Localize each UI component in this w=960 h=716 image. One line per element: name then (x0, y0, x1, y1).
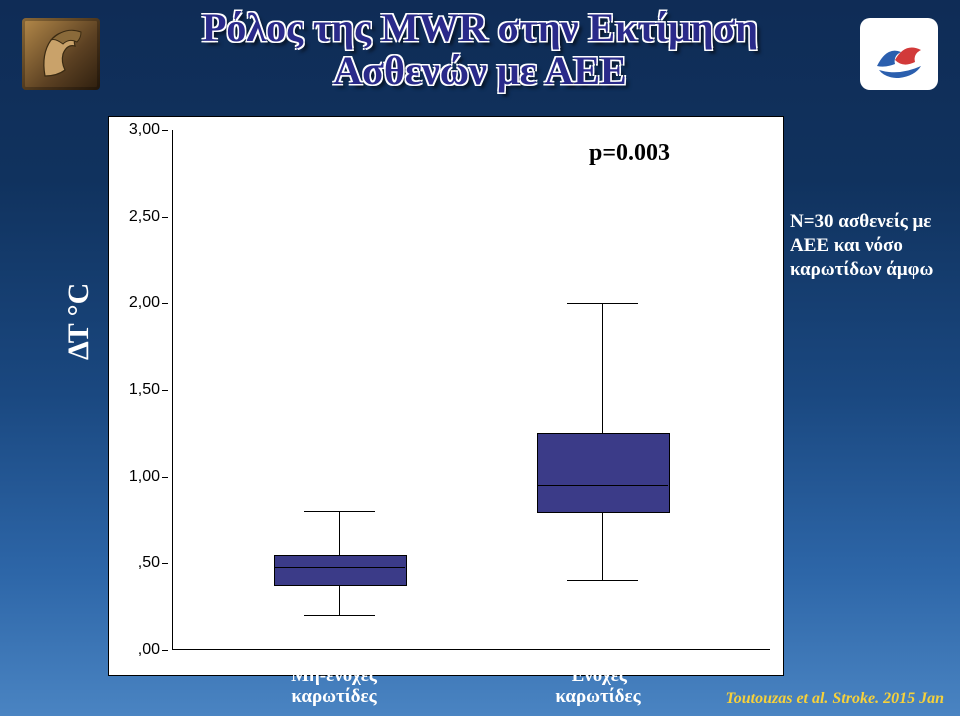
whisker-upper (602, 303, 603, 433)
y-tick-mark (162, 477, 168, 478)
side-note: N=30 ασθενείς με ΑΕΕ και νόσο καρωτίδων … (790, 210, 940, 281)
y-tick-label: 2,00 (129, 294, 160, 312)
y-axis-label: ΔΤ °C (62, 283, 96, 360)
y-tick-label: 2,50 (129, 208, 160, 226)
y-ticks-container: ,00,501,001,502,002,503,00 (108, 130, 168, 650)
y-tick-mark (162, 130, 168, 131)
y-tick-mark (162, 390, 168, 391)
x-labels-row: Μη-ένοχες καρωτίδες Ένοχες καρωτίδες (108, 666, 784, 712)
y-tick-label: ,00 (138, 641, 160, 659)
median-line (537, 485, 669, 486)
citation: Toutouzas et al. Stroke. 2015 Jan (725, 690, 944, 708)
boxplot-group (172, 130, 770, 650)
whisker-cap-top (567, 303, 639, 304)
y-tick-mark (162, 303, 168, 304)
y-tick-label: 1,50 (129, 381, 160, 399)
box-rect (537, 433, 671, 513)
slide-title: Ρόλος της MWR στην Εκτίμηση Ασθενών με Α… (0, 6, 960, 92)
slide-root: Ρόλος της MWR στην Εκτίμηση Ασθενών με Α… (0, 0, 960, 716)
whisker-cap-bottom (567, 580, 639, 581)
y-tick-label: 3,00 (129, 121, 160, 139)
y-tick-mark (162, 217, 168, 218)
y-tick-mark (162, 650, 168, 651)
title-line-2: Ασθενών με ΑΕΕ (333, 48, 626, 93)
y-tick-label: ,50 (138, 554, 160, 572)
whisker-lower (602, 511, 603, 580)
y-tick-mark (162, 563, 168, 564)
plot-area: p=0.003 (172, 130, 770, 650)
chart-frame: ,00 ,50 1,00 1,50 2,00 2,50 3,00 p=0.003 (108, 116, 784, 676)
x-label-left: Μη-ένοχες καρωτίδες (249, 666, 419, 708)
y-tick-label: 1,00 (129, 468, 160, 486)
title-line-1: Ρόλος της MWR στην Εκτίμηση (202, 5, 758, 50)
x-label-right: Ένοχες καρωτίδες (528, 666, 668, 708)
